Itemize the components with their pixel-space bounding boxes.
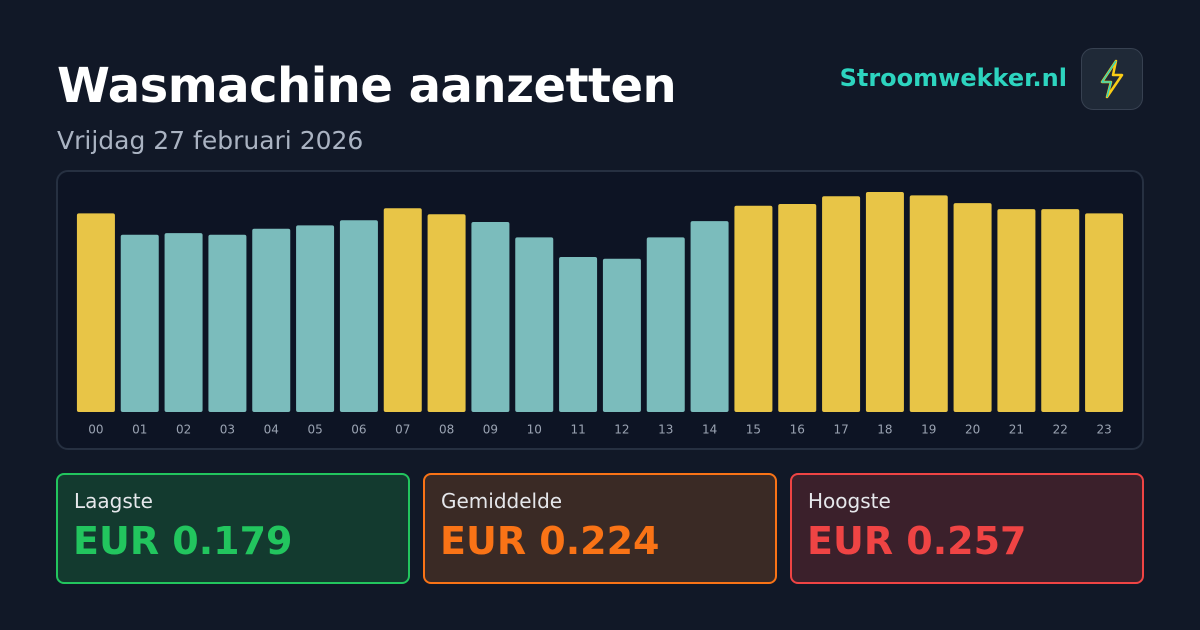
stat-label: Laagste	[74, 489, 153, 513]
bolt	[1100, 59, 1124, 99]
stat-value: EUR 0.257	[807, 519, 1027, 563]
x-tick-label: 18	[877, 423, 892, 437]
brand: Stroomwekker.nl	[839, 64, 1067, 92]
stat-card: Laagste EUR 0.179	[56, 473, 410, 584]
bar	[120, 234, 159, 412]
x-tick-label: 20	[965, 423, 980, 437]
x-tick-label: 03	[220, 423, 235, 437]
x-tick-label: 06	[351, 423, 366, 437]
x-tick-label: 02	[176, 423, 191, 437]
x-tick-label: 13	[658, 423, 673, 437]
bar	[76, 213, 115, 412]
x-tick-label: 17	[833, 423, 848, 437]
bar	[559, 257, 598, 412]
x-tick-label: 08	[439, 423, 454, 437]
bar	[822, 196, 861, 412]
subtitle: Vrijdag 27 februari 2026	[57, 126, 364, 155]
bar	[515, 237, 554, 412]
bar	[383, 208, 422, 412]
x-tick-label: 16	[790, 423, 805, 437]
stat-label: Hoogste	[808, 489, 891, 513]
bar	[471, 221, 510, 412]
bar	[909, 195, 948, 412]
x-tick-label: 12	[614, 423, 629, 437]
bar	[427, 214, 466, 412]
stat-label: Gemiddelde	[441, 489, 563, 513]
bar	[602, 258, 641, 412]
title: Wasmachine aanzetten	[57, 58, 677, 114]
bar	[778, 203, 817, 412]
x-tick-label: 15	[746, 423, 761, 437]
x-tick-label: 07	[395, 423, 410, 437]
bar	[252, 228, 291, 412]
x-tick-label: 00	[88, 423, 103, 437]
bar	[296, 225, 335, 412]
bar	[208, 234, 247, 412]
bar	[646, 237, 685, 412]
x-tick-label: 22	[1053, 423, 1068, 437]
bar	[997, 209, 1036, 412]
stat-value: EUR 0.179	[73, 519, 293, 563]
x-tick-label: 04	[264, 423, 279, 437]
bar	[953, 203, 992, 412]
x-tick-label: 19	[921, 423, 936, 437]
x-tick-label: 10	[527, 423, 542, 437]
x-tick-label: 11	[570, 423, 585, 437]
brand-icon	[1081, 48, 1143, 110]
stat-card: Hoogste EUR 0.257	[790, 473, 1144, 584]
x-tick-label: 05	[307, 423, 322, 437]
x-tick-label: 21	[1009, 423, 1024, 437]
x-tick-label: 01	[132, 423, 147, 437]
x-tick-label: 23	[1096, 423, 1111, 437]
x-tick-label: 14	[702, 423, 717, 437]
stat-card: Gemiddelde EUR 0.224	[423, 473, 777, 584]
stat-value: EUR 0.224	[440, 519, 660, 563]
bar	[1085, 213, 1124, 412]
bar	[734, 205, 773, 412]
bar	[1041, 209, 1080, 412]
bar	[164, 233, 203, 412]
x-tick-label: 09	[483, 423, 498, 437]
bar	[339, 220, 378, 412]
bar	[865, 192, 904, 412]
bar	[690, 221, 729, 412]
